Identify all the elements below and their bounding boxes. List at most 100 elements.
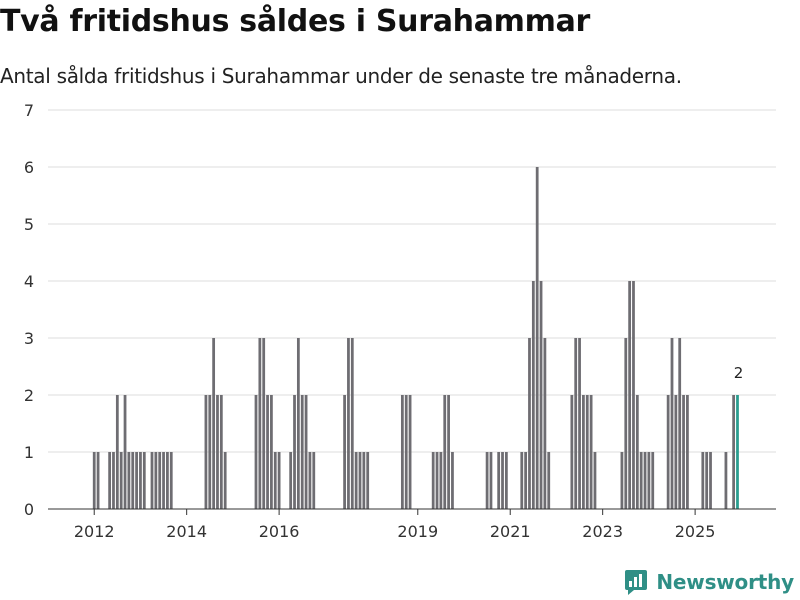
bar (632, 281, 635, 509)
y-tick-label: 5 (24, 215, 34, 234)
x-tick-label: 2021 (490, 522, 531, 541)
x-tick-label: 2025 (675, 522, 716, 541)
x-tick-label: 2016 (259, 522, 300, 541)
bar (258, 338, 262, 509)
bar (724, 452, 728, 509)
bar (112, 452, 115, 509)
bar (358, 452, 362, 509)
bar (535, 167, 539, 509)
bar (142, 452, 146, 509)
bar (270, 395, 273, 509)
bar (400, 395, 404, 509)
bar (574, 338, 578, 509)
bar (547, 452, 551, 509)
y-tick-label: 4 (24, 272, 34, 291)
x-tick-label: 2019 (397, 522, 438, 541)
bar (154, 452, 158, 509)
bar (262, 338, 266, 509)
bar (585, 395, 589, 509)
bar (115, 395, 119, 509)
bar (254, 395, 258, 509)
bar (643, 452, 647, 509)
bar (647, 452, 651, 509)
bar (651, 452, 655, 509)
bar (497, 452, 501, 509)
bar (635, 395, 639, 509)
bar (127, 452, 131, 509)
bar (119, 452, 123, 509)
bar (289, 452, 293, 509)
brand-name: Newsworthy (656, 570, 794, 594)
bar (504, 452, 508, 509)
bar (485, 452, 489, 509)
x-tick-label: 2012 (74, 522, 115, 541)
bar (277, 452, 281, 509)
bar (528, 338, 531, 509)
newsworthy-logo-icon (625, 570, 648, 595)
bar (293, 395, 296, 509)
bar (362, 452, 366, 509)
bar (312, 452, 316, 509)
x-tick-label: 2023 (582, 522, 623, 541)
bar (620, 452, 624, 509)
bar (589, 395, 593, 509)
y-tick-label: 2 (24, 386, 34, 405)
bar (732, 395, 736, 509)
bar (131, 452, 135, 509)
bar (212, 338, 216, 509)
y-tick-label: 3 (24, 329, 34, 348)
bar (709, 452, 712, 509)
bar (682, 395, 685, 509)
bar (169, 452, 173, 509)
bar (296, 338, 300, 509)
bar (308, 452, 312, 509)
bar (273, 452, 277, 509)
bar (593, 452, 597, 509)
bar (92, 452, 96, 509)
bar (628, 281, 632, 509)
y-tick-label: 6 (24, 158, 34, 177)
chart-subtitle: Antal sålda fritidshus i Surahammar unde… (0, 64, 682, 88)
bar (96, 452, 100, 509)
x-tick-label: 2014 (166, 522, 207, 541)
bar (447, 395, 450, 509)
bar (135, 452, 138, 509)
bar (670, 338, 674, 509)
bar (139, 452, 142, 509)
bar (162, 452, 165, 509)
bar (166, 452, 169, 509)
bar (354, 452, 358, 509)
bar (431, 452, 435, 509)
highlight-bar (736, 395, 739, 509)
y-tick-label: 1 (24, 443, 34, 462)
bar (266, 395, 269, 509)
bar (543, 338, 547, 509)
bar (489, 452, 493, 509)
bar (304, 395, 308, 509)
bar (435, 452, 439, 509)
bar (158, 452, 162, 509)
chart-title: Två fritidshus såldes i Surahammar (0, 4, 591, 39)
bar (701, 452, 705, 509)
y-tick-label: 7 (24, 101, 34, 120)
bar (539, 281, 543, 509)
bar (208, 395, 212, 509)
bar (123, 395, 127, 509)
bar (582, 395, 585, 509)
bar (347, 338, 350, 509)
bar (678, 338, 682, 509)
bar (520, 452, 524, 509)
bar (343, 395, 346, 509)
bar (531, 281, 535, 509)
bar (223, 452, 227, 509)
bar (216, 395, 219, 509)
bar (350, 338, 354, 509)
bar (300, 395, 304, 509)
bar (108, 452, 112, 509)
bar (639, 452, 643, 509)
bar (439, 452, 443, 509)
y-tick-label: 0 (24, 500, 34, 519)
bar (624, 338, 628, 509)
highlight-value-label: 2 (734, 364, 744, 382)
